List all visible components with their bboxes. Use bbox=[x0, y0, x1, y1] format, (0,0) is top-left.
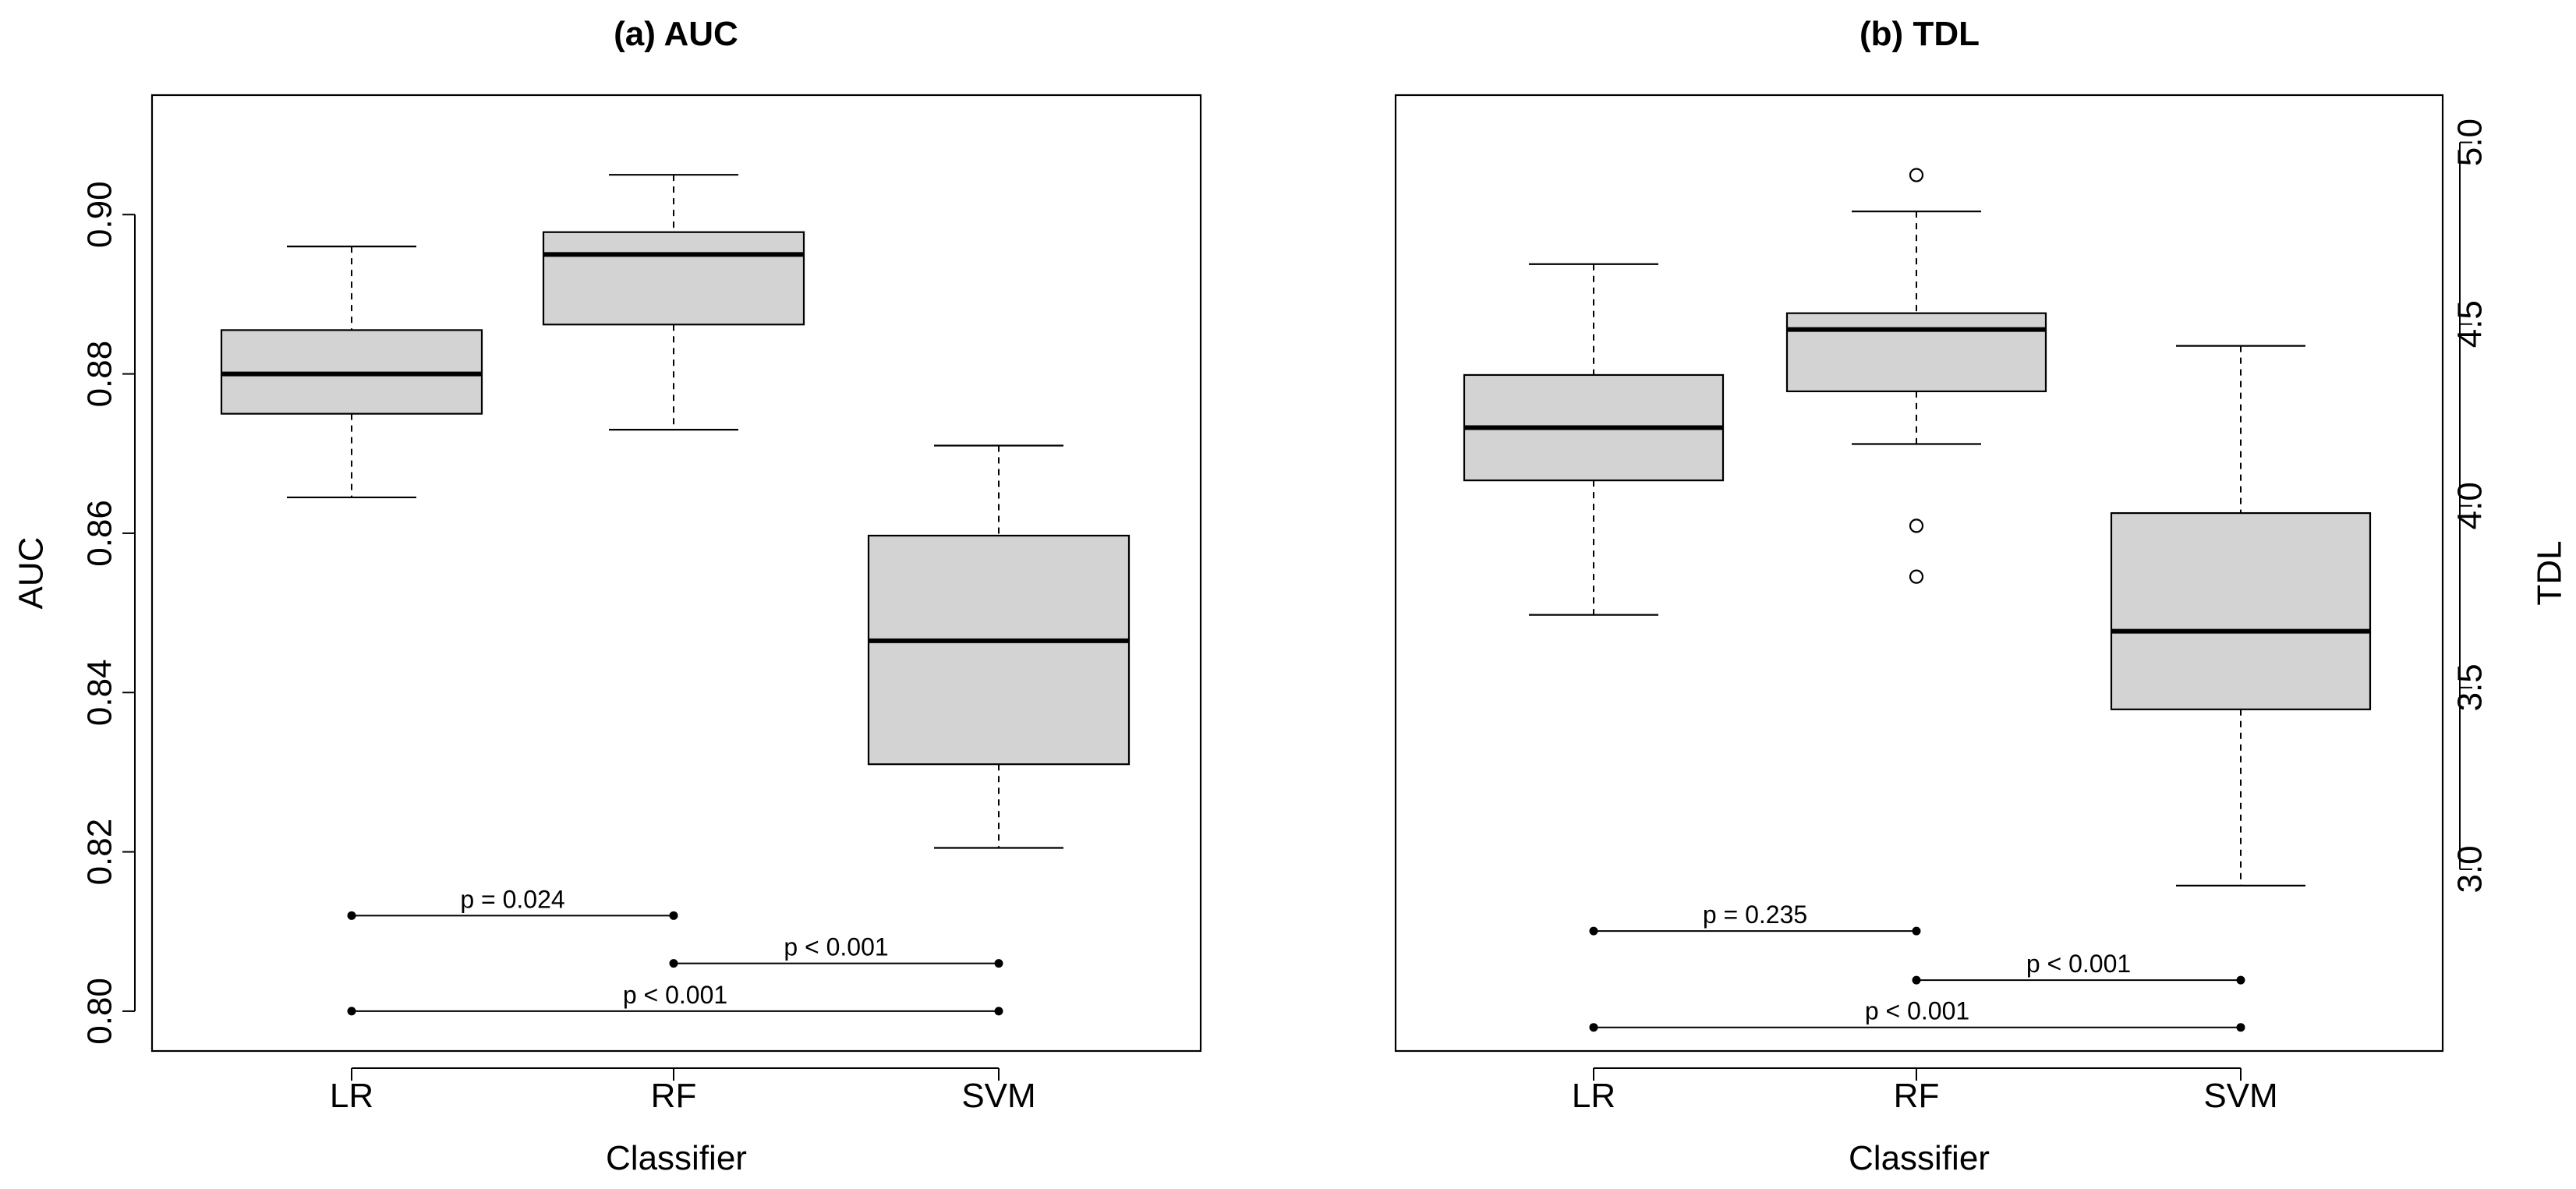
x-tick-label-rf: RF bbox=[1894, 1077, 1940, 1115]
y-tick-label: 3.0 bbox=[2451, 845, 2489, 893]
y-tick-label: 3.5 bbox=[2451, 664, 2489, 711]
box-rf bbox=[542, 174, 805, 431]
comparison-endpoint bbox=[1589, 1023, 1598, 1032]
y-axis-title: TDL bbox=[2531, 540, 2569, 605]
y-tick-label: 0.86 bbox=[81, 500, 119, 567]
box-svm bbox=[2110, 345, 2372, 886]
plot-frame bbox=[150, 94, 1202, 1053]
comparison-endpoint bbox=[669, 959, 678, 968]
y-tick-label: 0.82 bbox=[81, 819, 119, 886]
box-lr bbox=[220, 246, 483, 499]
plot-frame bbox=[1394, 94, 2444, 1053]
x-axis-title: Classifier bbox=[1849, 1139, 1990, 1177]
comparison-lr-rf: p = 0.235 bbox=[1589, 901, 1921, 936]
y-tick-label: 0.90 bbox=[81, 181, 119, 248]
box-rf bbox=[1785, 168, 2047, 584]
x-axis-title: Classifier bbox=[606, 1139, 747, 1177]
x-tick-label-lr: LR bbox=[1572, 1077, 1615, 1115]
x-tick-label-svm: SVM bbox=[2203, 1077, 2277, 1115]
comparison-endpoint bbox=[669, 911, 678, 920]
comparison-endpoint bbox=[994, 959, 1003, 968]
comparison-endpoint bbox=[2236, 1023, 2245, 1032]
outlier-point bbox=[1909, 168, 1924, 182]
p-value-label: p < 0.001 bbox=[623, 981, 727, 1009]
comparison-endpoint bbox=[347, 1007, 356, 1016]
y-tick-label: 4.0 bbox=[2451, 482, 2489, 529]
y-axis: 3.0 3.5 4.0 4.5 5.0 bbox=[2451, 119, 2489, 893]
panel-title: (a) AUC bbox=[614, 15, 738, 53]
p-value-label: p < 0.001 bbox=[1865, 997, 1969, 1025]
x-tick-label-lr: LR bbox=[330, 1077, 373, 1115]
iqr-box bbox=[2110, 511, 2372, 710]
outlier-point bbox=[1909, 569, 1924, 584]
comparison-endpoint bbox=[347, 911, 356, 920]
panel-tdl: (b) TDL 3.0 3.5 4.0 4.5 5.0 TDL LR RF SVM Classifi… bbox=[1394, 15, 2569, 1177]
y-tick-label: 0.88 bbox=[81, 341, 119, 408]
outlier-point bbox=[1909, 518, 1924, 533]
y-axis-title: AUC bbox=[12, 537, 51, 610]
x-axis: LR RF SVM bbox=[330, 1067, 1036, 1115]
iqr-box bbox=[542, 231, 805, 326]
box-svm bbox=[867, 444, 1131, 849]
y-tick-label: 4.5 bbox=[2451, 300, 2489, 348]
panel-title: (b) TDL bbox=[1859, 15, 1980, 53]
comparison-lr-svm: p < 0.001 bbox=[347, 981, 1003, 1016]
comparison-lr-rf: p = 0.024 bbox=[347, 885, 678, 920]
y-tick-label: 0.84 bbox=[81, 659, 119, 726]
p-value-label: p < 0.001 bbox=[2026, 950, 2131, 978]
comparison-endpoint bbox=[2236, 975, 2245, 985]
panel-auc: (a) AUC 0.80 0.82 0.84 0.86 0.88 0.90 AUC LR RF SV… bbox=[12, 15, 1202, 1177]
y-tick-label: 5.0 bbox=[2451, 119, 2489, 166]
iqr-box bbox=[1785, 312, 2047, 393]
x-axis: LR RF SVM bbox=[1572, 1067, 2278, 1115]
box-lr bbox=[1463, 263, 1725, 616]
comparison-rf-svm: p < 0.001 bbox=[669, 933, 1003, 968]
p-value-label: p = 0.024 bbox=[460, 885, 564, 913]
iqr-box bbox=[867, 534, 1131, 766]
y-axis: 0.80 0.82 0.84 0.86 0.88 0.90 bbox=[81, 181, 136, 1045]
x-tick-label-svm: SVM bbox=[961, 1077, 1035, 1115]
comparison-rf-svm: p < 0.001 bbox=[1912, 950, 2245, 985]
x-tick-label-rf: RF bbox=[651, 1077, 697, 1115]
y-tick-label: 0.80 bbox=[81, 978, 119, 1045]
p-value-label: p = 0.235 bbox=[1703, 901, 1807, 929]
comparison-lr-svm: p < 0.001 bbox=[1589, 997, 2245, 1032]
comparison-endpoint bbox=[1912, 975, 1921, 985]
comparison-endpoint bbox=[1912, 926, 1921, 936]
comparison-endpoint bbox=[1589, 926, 1598, 936]
p-value-label: p < 0.001 bbox=[784, 933, 888, 961]
comparison-endpoint bbox=[994, 1007, 1003, 1016]
